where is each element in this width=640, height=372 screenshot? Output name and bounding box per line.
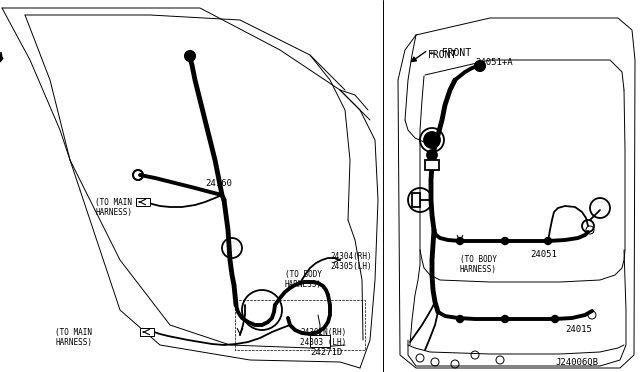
Circle shape (456, 237, 463, 244)
Text: (TO BODY
HARNESS): (TO BODY HARNESS) (285, 270, 322, 289)
Text: 24160: 24160 (205, 179, 232, 188)
Text: 24051+A: 24051+A (475, 58, 513, 67)
Text: (TO MAIN
HARNESS): (TO MAIN HARNESS) (55, 328, 92, 347)
Circle shape (502, 315, 509, 323)
Circle shape (552, 315, 559, 323)
Text: 24271D: 24271D (310, 348, 342, 357)
Circle shape (456, 315, 463, 323)
Circle shape (427, 150, 437, 160)
Bar (235, 300, 365, 350)
Bar (136, 198, 150, 206)
Bar (425, 160, 439, 170)
Circle shape (502, 237, 509, 244)
Bar (310, 335, 330, 347)
Circle shape (185, 51, 195, 61)
Bar (412, 193, 420, 207)
Text: J24006QB: J24006QB (555, 358, 598, 367)
Text: 24015: 24015 (565, 325, 592, 334)
Text: (TO BODY
HARNESS): (TO BODY HARNESS) (460, 255, 497, 275)
Text: 24302N(RH)
24303 (LH): 24302N(RH) 24303 (LH) (300, 328, 346, 347)
Text: 24304(RH)
24305(LH): 24304(RH) 24305(LH) (330, 252, 372, 272)
Polygon shape (0, 52, 3, 62)
Text: FRONT: FRONT (428, 50, 458, 60)
Text: 24051: 24051 (530, 250, 557, 259)
Text: (TO MAIN
HARNESS): (TO MAIN HARNESS) (95, 198, 132, 217)
Bar (140, 328, 154, 336)
Text: ⇐ FRONT: ⇐ FRONT (430, 48, 471, 58)
Circle shape (545, 237, 552, 244)
Circle shape (475, 61, 485, 71)
Circle shape (424, 132, 440, 148)
